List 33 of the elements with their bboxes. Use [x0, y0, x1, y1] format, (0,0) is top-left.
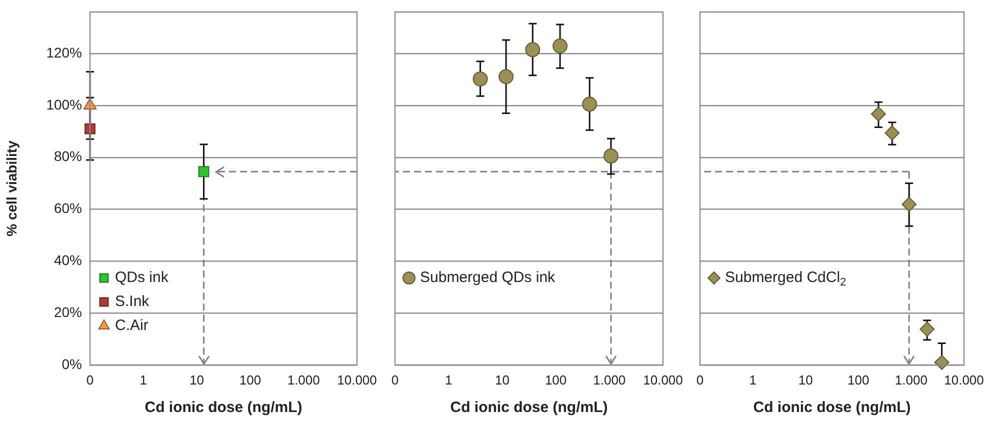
x-tick-label: 1.000	[287, 372, 320, 388]
y-tick-label: 0%	[62, 356, 82, 372]
x-tick-label: 1.000	[894, 372, 928, 388]
x-tick-label: 10.000	[944, 372, 984, 388]
x-tick-label: 100	[239, 372, 262, 388]
legend-label: S.Ink	[115, 293, 150, 310]
x-tick-label: 0	[696, 372, 704, 388]
legend-label: Submerged QDs ink	[420, 269, 556, 286]
x-tick-label: 0	[391, 372, 399, 388]
x-tick-label: 10	[494, 372, 510, 388]
x-tick-label: 0	[86, 372, 94, 388]
x-tick-label: 1	[444, 372, 452, 388]
x-tick-label: 10	[190, 372, 204, 388]
y-tick-label: 40%	[54, 252, 82, 268]
y-tick-label: 20%	[54, 304, 82, 320]
y-tick-label: 60%	[54, 200, 82, 216]
x-tick-label: 10.000	[643, 372, 683, 388]
x-axis-title: Cd ionic dose (ng/mL)	[450, 399, 608, 416]
x-tick-label: 1	[749, 372, 756, 388]
y-tick-label: 80%	[54, 148, 82, 164]
x-tick-label: 100	[848, 372, 870, 388]
x-tick-label: 10.000	[337, 372, 377, 388]
x-tick-label: 10	[798, 372, 813, 388]
y-tick-label: 100%	[46, 96, 82, 112]
y-axis-title: % cell viability	[3, 140, 20, 236]
x-tick-label: 100	[544, 372, 567, 388]
legend-label: QDs ink	[115, 269, 169, 286]
x-tick-label: 1.000	[593, 372, 626, 388]
y-tick-label: 120%	[46, 44, 82, 60]
x-tick-label: 1	[140, 372, 148, 388]
x-axis-title: Cd ionic dose (ng/mL)	[753, 399, 911, 416]
legend-label: C.Air	[115, 317, 148, 334]
x-axis-title: Cd ionic dose (ng/mL)	[144, 399, 302, 416]
